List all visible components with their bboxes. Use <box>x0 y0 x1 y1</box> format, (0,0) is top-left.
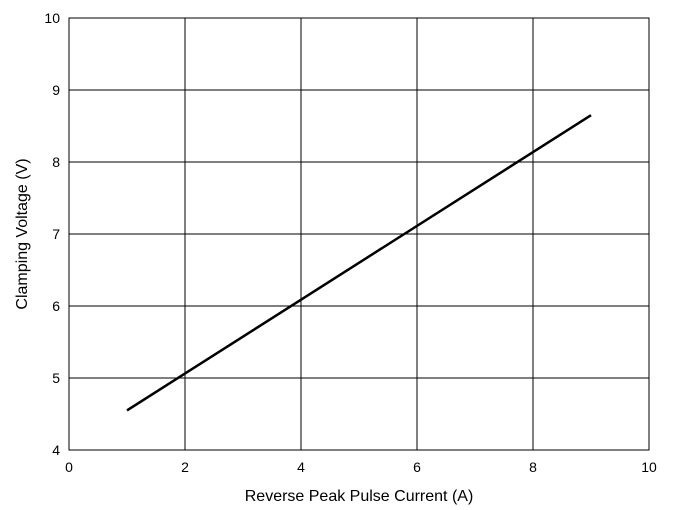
y-tick-label: 6 <box>52 298 60 314</box>
series-line-0 <box>126 114 592 412</box>
x-tick-label: 0 <box>65 459 73 475</box>
x-tick-label: 10 <box>641 459 657 475</box>
x-tick-label: 8 <box>529 459 537 475</box>
y-tick-label: 5 <box>52 370 60 386</box>
x-tick-labels: 0 2 4 6 8 10 <box>65 459 657 475</box>
y-tick-label: 8 <box>52 154 60 170</box>
x-tick-label: 6 <box>413 459 421 475</box>
grid <box>68 17 650 451</box>
y-tick-label: 9 <box>52 82 60 98</box>
y-axis-title: Clamping Voltage (V) <box>14 158 31 309</box>
y-tick-label: 4 <box>52 442 60 458</box>
y-tick-label: 10 <box>44 10 60 26</box>
plot-frame <box>68 17 650 451</box>
x-tick-label: 4 <box>297 459 305 475</box>
x-tick-label: 2 <box>181 459 189 475</box>
x-axis-title: Reverse Peak Pulse Current (A) <box>245 488 474 505</box>
y-tick-label: 7 <box>52 226 60 242</box>
series-lines <box>126 114 592 412</box>
y-tick-labels: 4 5 6 7 8 9 10 <box>44 10 60 458</box>
